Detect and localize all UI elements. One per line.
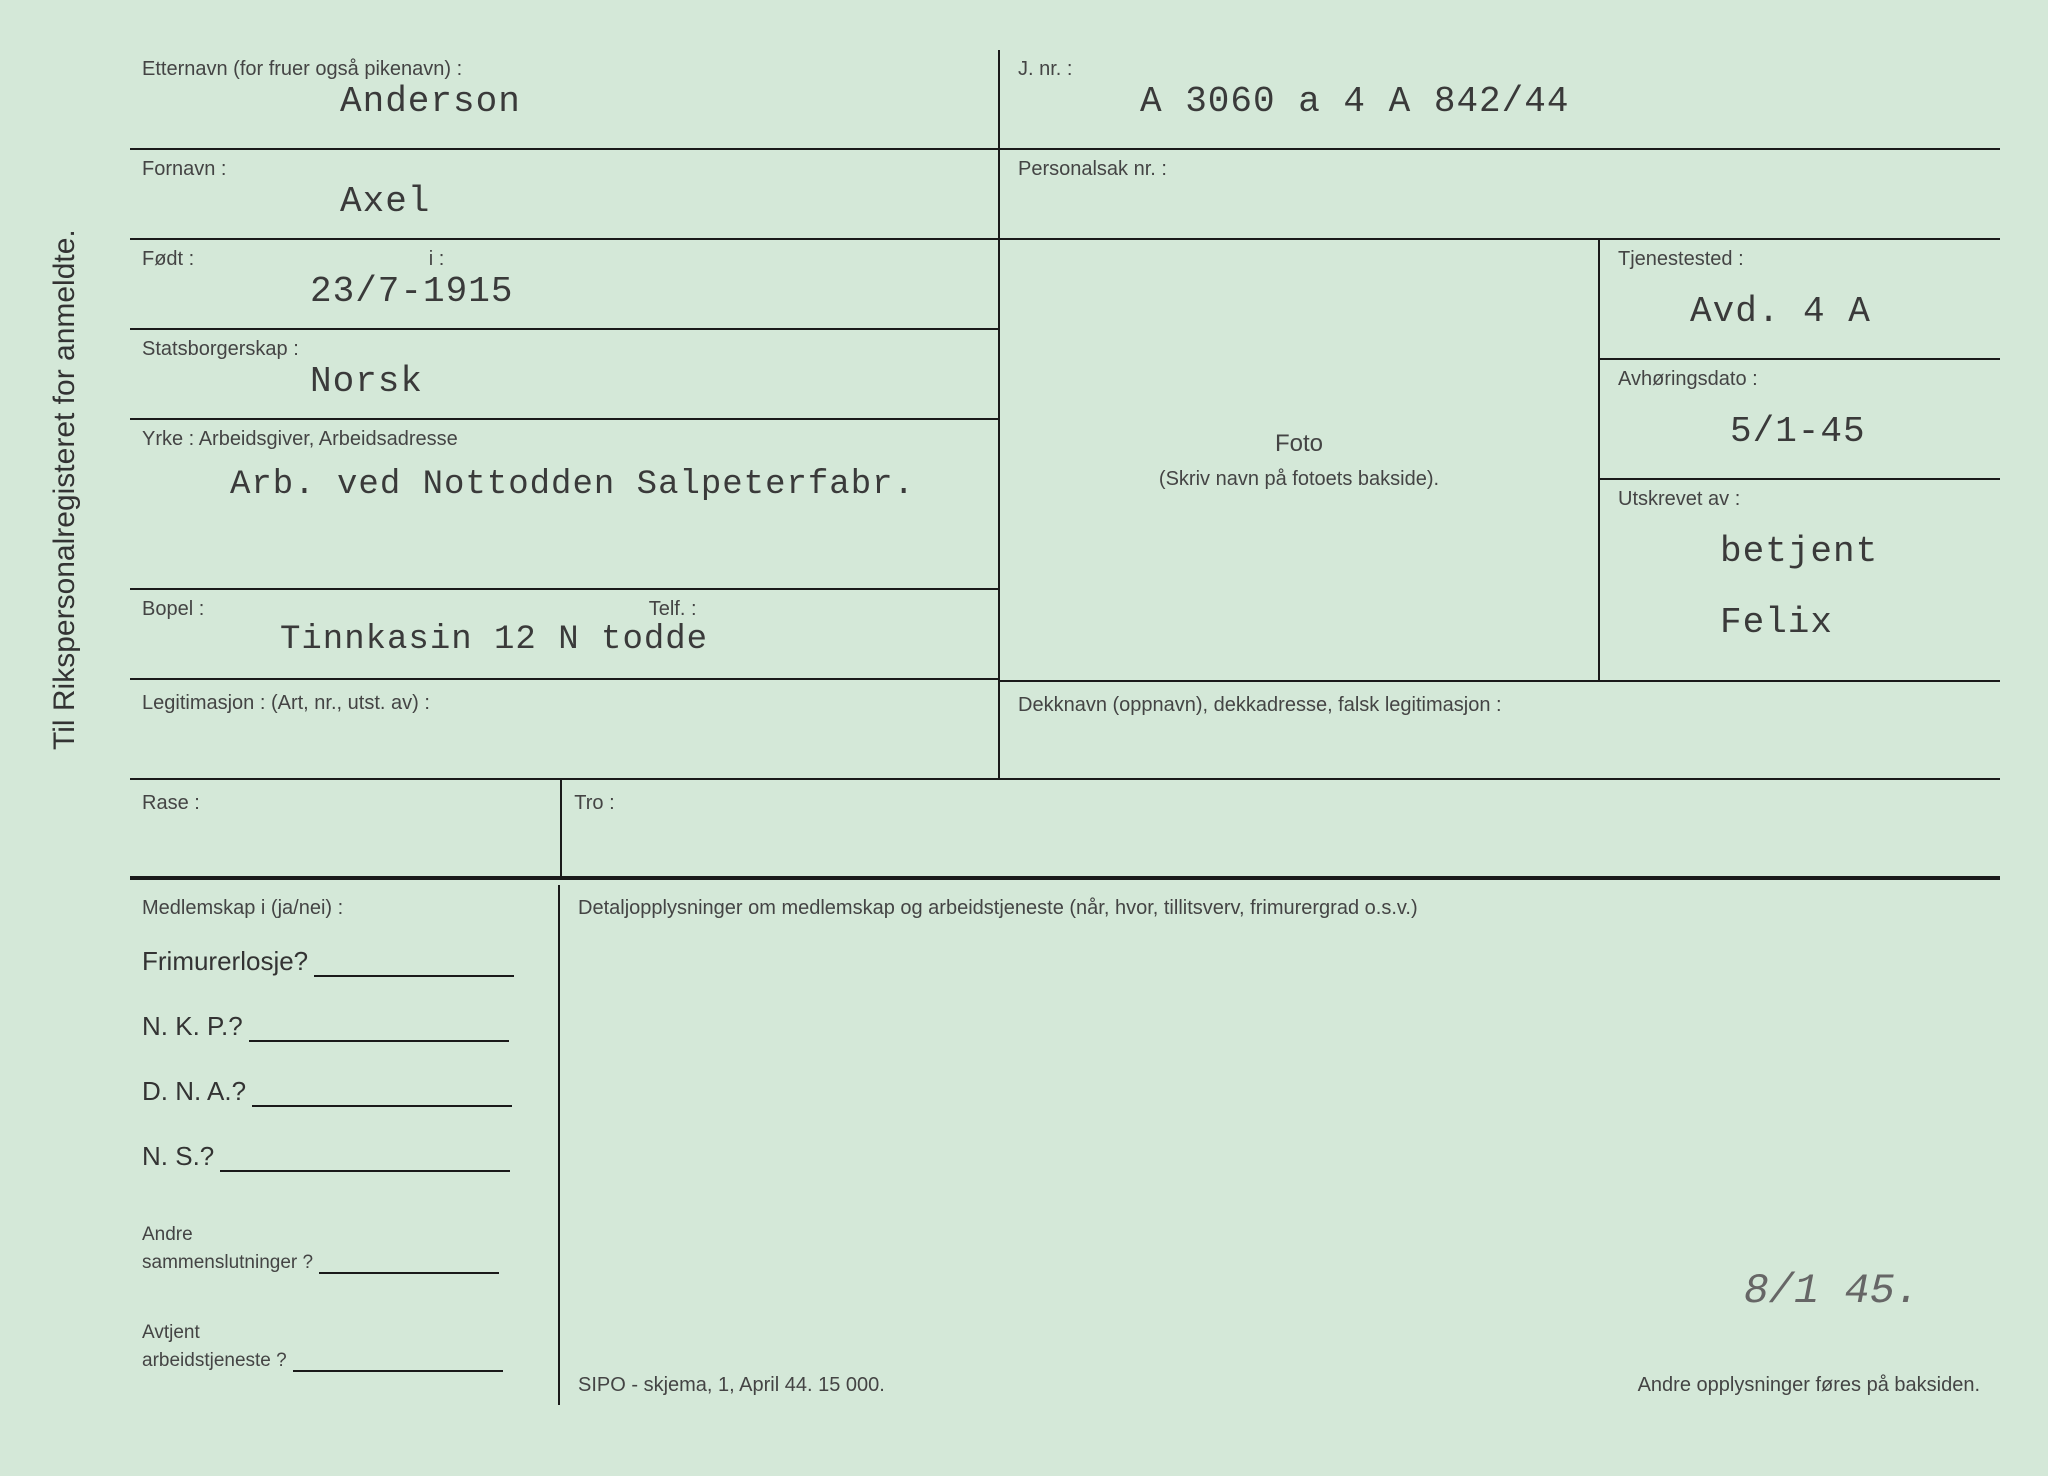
label-tro: Tro : <box>204 792 614 815</box>
value-bopel: Tinnkasin 12 N todde <box>130 621 998 659</box>
line-avtjent <box>293 1344 503 1372</box>
line-frimurer <box>314 949 514 977</box>
field-yrke: Yrke : Arbeidsgiver, Arbeidsadresse Arb.… <box>130 420 1000 590</box>
label-legitimasjon: Legitimasjon : (Art, nr., utst. av) : <box>130 680 998 715</box>
field-utskrevet: Utskrevet av : betjent Felix <box>1600 480 2000 680</box>
field-tjenestested: Tjenestested : Avd. 4 A <box>1600 240 2000 360</box>
field-bopel: Bopel : Telf. : Tinnkasin 12 N todde <box>130 590 1000 680</box>
value-jnr: A 3060 a 4 A 842/44 <box>1000 81 2000 122</box>
line-ns <box>220 1144 510 1172</box>
value-fodt: 23/7-1915 <box>130 271 998 312</box>
vertical-title: Til Rikspersonalregisteret for anmeldte. <box>48 229 82 750</box>
line-andre <box>319 1246 499 1274</box>
value-utskrevet2: Felix <box>1600 572 2000 643</box>
row-rase-tro: Rase : Tro : <box>130 780 2000 880</box>
label-rase: Rase : <box>130 780 200 815</box>
label-statsborgerskap: Statsborgerskap : <box>130 330 998 361</box>
value-statsborgerskap: Norsk <box>130 361 998 402</box>
field-medlemskap: Medlemskap i (ja/nei) : Frimurerlosje? N… <box>130 885 560 1405</box>
field-jnr: J. nr. : A 3060 a 4 A 842/44 <box>1000 50 2000 150</box>
label-utskrevet: Utskrevet av : <box>1600 480 2000 511</box>
footer-right: Andre opplysninger føres på baksiden. <box>1638 1374 1980 1397</box>
field-avhoringsdato: Avhøringsdato : 5/1-45 <box>1600 360 2000 480</box>
registration-card: Til Rikspersonalregisteret for anmeldte.… <box>40 30 2010 1440</box>
value-etternavn: Anderson <box>130 81 998 122</box>
field-fornavn: Fornavn : Axel <box>130 150 1000 240</box>
label-personalsak: Personalsak nr. : <box>1000 150 2000 181</box>
label-ns: N. S.? <box>142 1141 214 1171</box>
label-tjenestested: Tjenestested : <box>1600 240 2000 271</box>
label-nkp: N. K. P.? <box>142 1011 243 1041</box>
value-yrke: Arb. ved Nottodden Salpeterfabr. <box>130 451 998 504</box>
label-fornavn: Fornavn : <box>130 150 998 181</box>
label-avtjent: Avtjent arbeidstjeneste ? <box>142 1322 287 1371</box>
label-detalj: Detaljopplysninger om medlemskap og arbe… <box>560 885 2000 920</box>
divider-rase-tro <box>560 780 562 880</box>
label-telf: Telf. : <box>209 598 697 621</box>
label-jnr: J. nr. : <box>1000 50 2000 81</box>
label-yrke: Yrke : Arbeidsgiver, Arbeidsadresse <box>130 420 998 451</box>
value-fornavn: Axel <box>130 181 998 222</box>
label-bopel: Bopel : <box>130 590 204 621</box>
value-tjenestested: Avd. 4 A <box>1600 271 2000 332</box>
field-statsborgerskap: Statsborgerskap : Norsk <box>130 330 1000 420</box>
label-dekknavn: Dekknavn (oppnavn), dekkadresse, falsk l… <box>1000 682 2000 717</box>
field-etternavn: Etternavn (for fruer også pikenavn) : An… <box>130 50 1000 150</box>
field-fodt: Født : i : 23/7-1915 <box>130 240 1000 330</box>
label-fodt: Født : <box>130 240 194 271</box>
label-fodt-i: i : <box>199 248 445 271</box>
label-foto: Foto <box>1000 430 1598 458</box>
label-andre-samm: Andre sammenslutninger ? <box>142 1224 313 1273</box>
label-dna: D. N. A.? <box>142 1076 246 1106</box>
label-frimurer: Frimurerlosje? <box>142 946 308 976</box>
line-dna <box>252 1079 512 1107</box>
field-legitimasjon: Legitimasjon : (Art, nr., utst. av) : <box>130 680 1000 780</box>
label-avhoringsdato: Avhøringsdato : <box>1600 360 2000 391</box>
field-detalj: Detaljopplysninger om medlemskap og arbe… <box>560 885 2000 1405</box>
value-avhoringsdato: 5/1-45 <box>1600 391 2000 452</box>
field-foto: Foto (Skriv navn på fotoets bakside). <box>1000 240 1600 680</box>
footer-left: SIPO - skjema, 1, April 44. 15 000. <box>578 1374 885 1397</box>
field-dekknavn: Dekknavn (oppnavn), dekkadresse, falsk l… <box>1000 680 2000 780</box>
field-personalsak: Personalsak nr. : <box>1000 150 2000 240</box>
value-utskrevet1: betjent <box>1600 511 2000 572</box>
line-nkp <box>249 1014 509 1042</box>
handwritten-note: 8/1 45. <box>1744 1267 1920 1315</box>
label-etternavn: Etternavn (for fruer også pikenavn) : <box>130 50 998 81</box>
label-medlemskap: Medlemskap i (ja/nei) : <box>130 885 558 920</box>
label-foto-sub: (Skriv navn på fotoets bakside). <box>1000 458 1598 491</box>
